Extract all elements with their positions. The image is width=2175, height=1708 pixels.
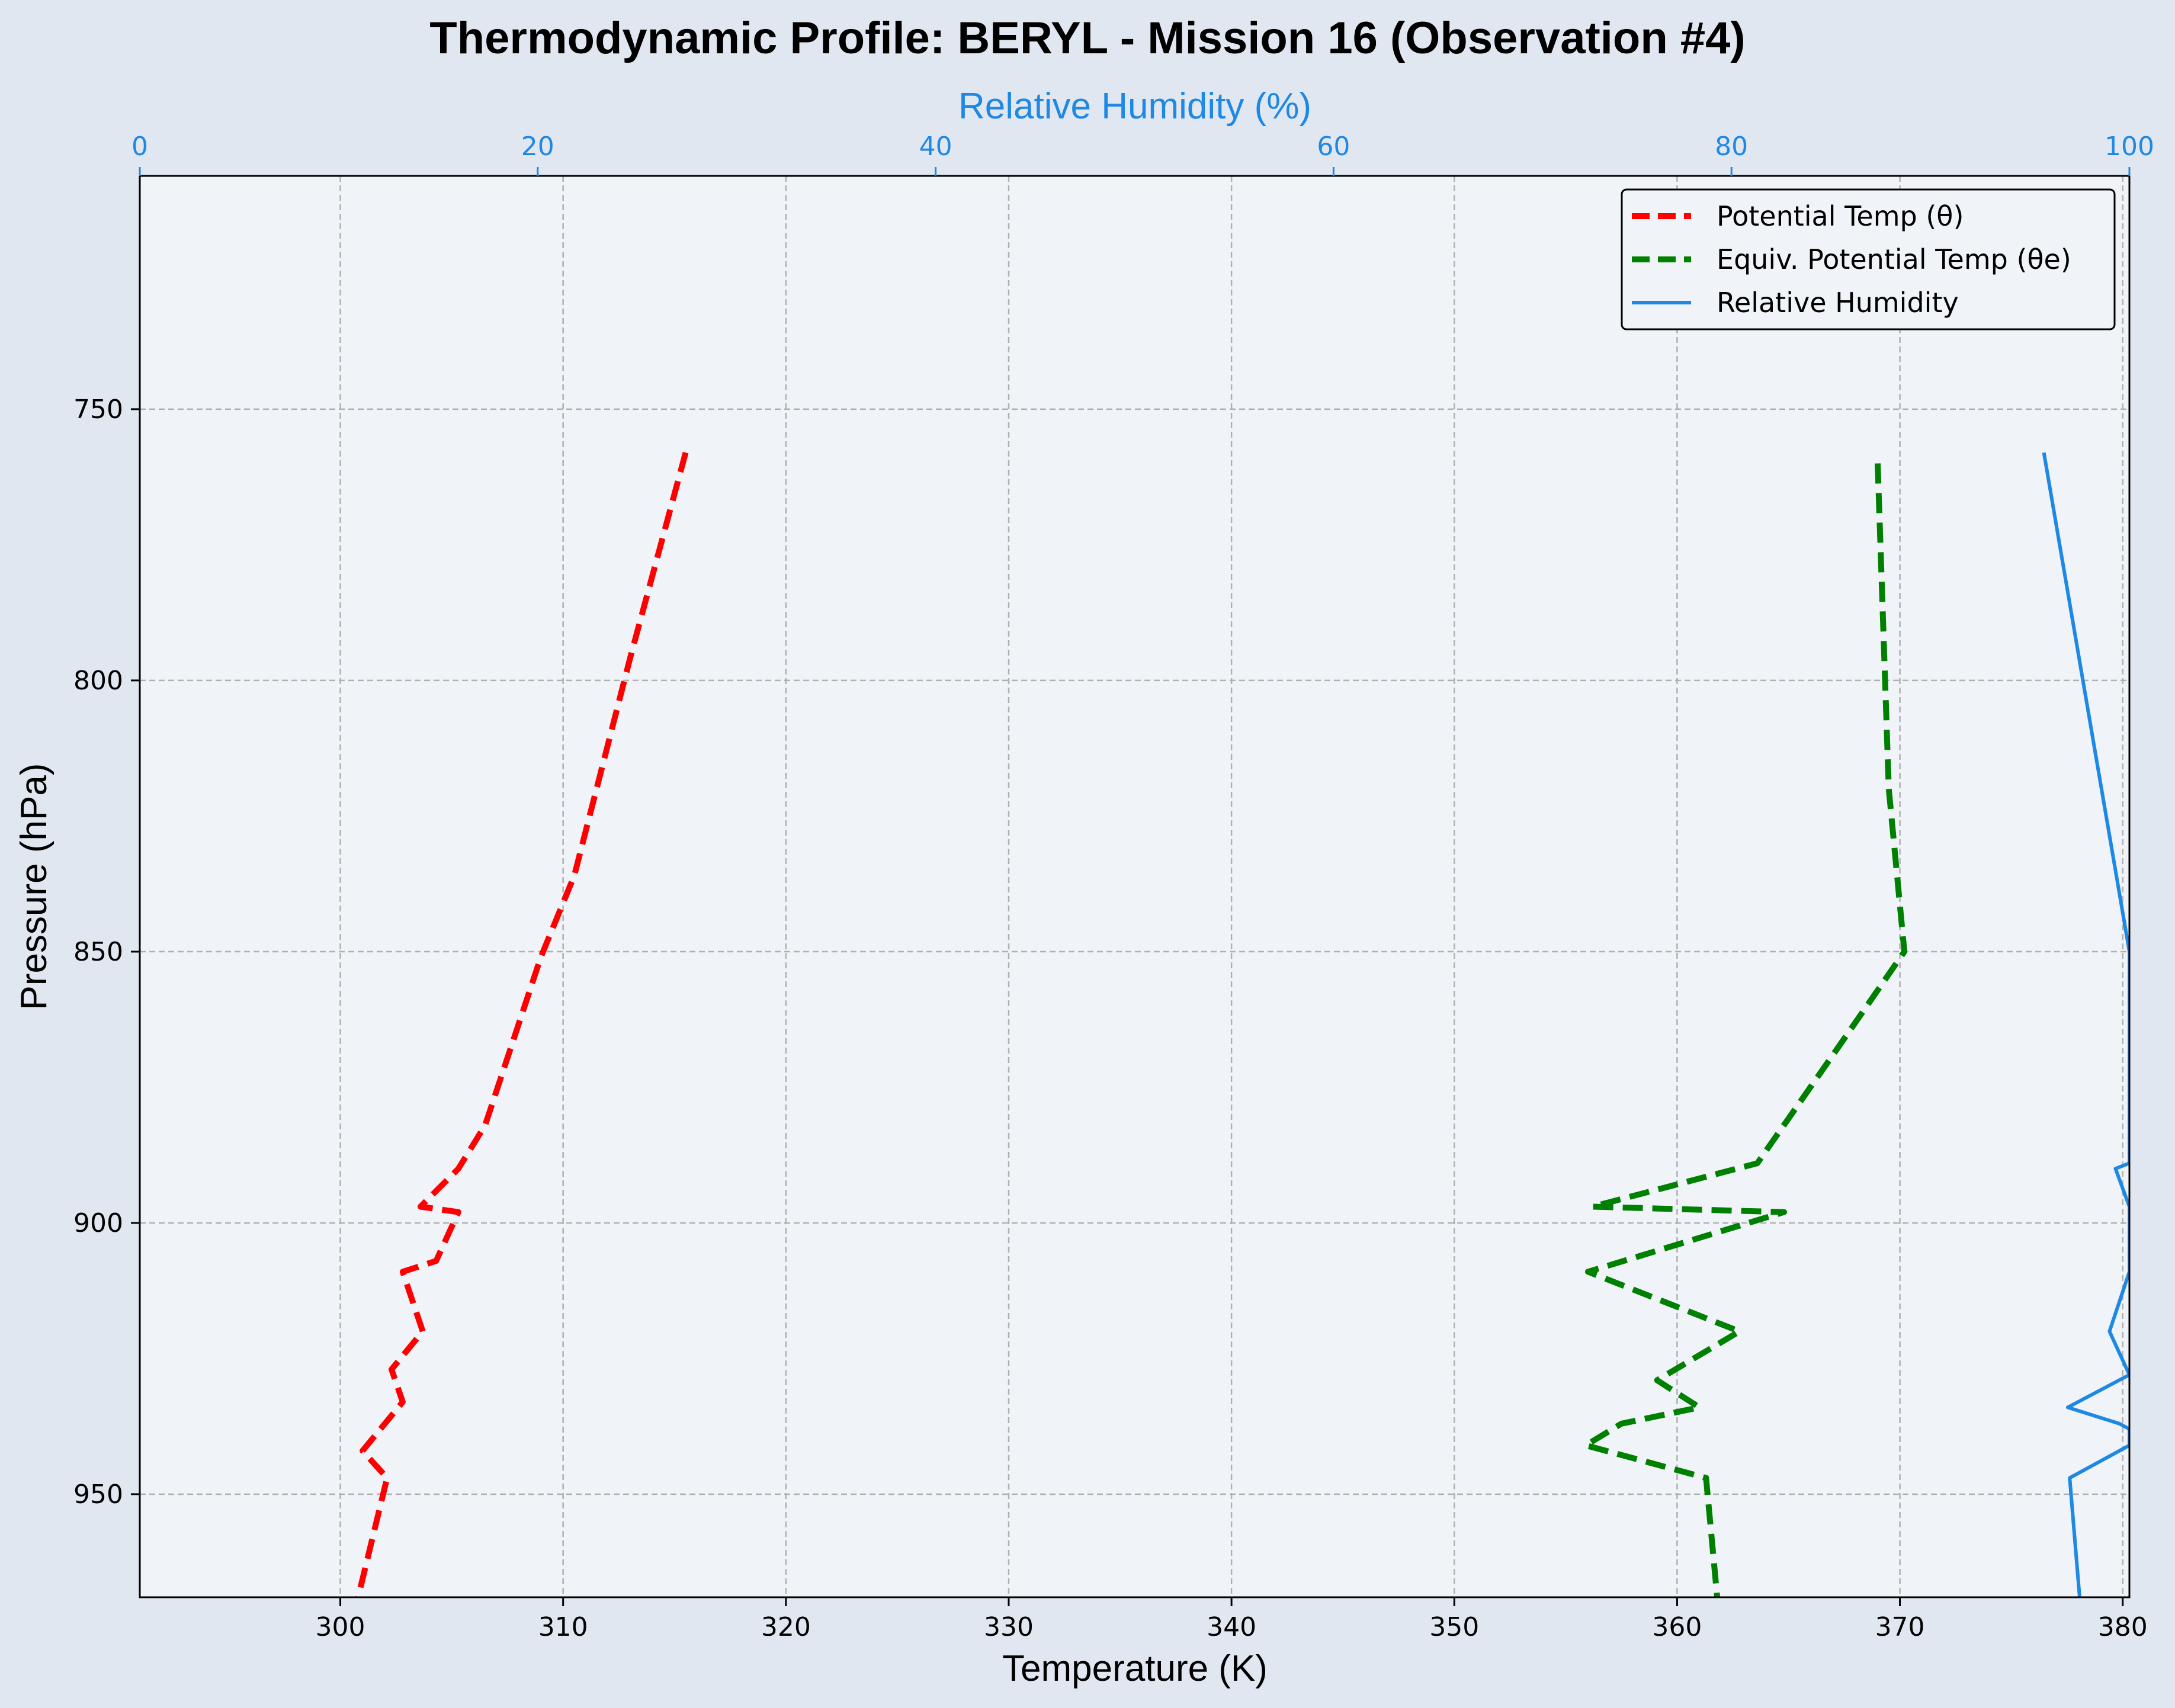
y-tick-label: 900 xyxy=(73,1208,123,1238)
x-tick-label: 350 xyxy=(1429,1612,1479,1642)
x-tick-label: 330 xyxy=(984,1612,1034,1642)
pressure-ticks: 750 800 850 900 950 xyxy=(73,394,140,1510)
relative-humidity-line xyxy=(2042,452,2129,1597)
grid xyxy=(140,176,2129,1597)
series-group xyxy=(355,451,2129,1597)
chart-title: Thermodynamic Profile: BERYL - Mission 1… xyxy=(429,13,1745,63)
x2-tick-label: 80 xyxy=(1715,131,1748,162)
theta-line xyxy=(355,451,689,1597)
x-tick-label: 300 xyxy=(316,1612,365,1642)
x-axis-title: Temperature (K) xyxy=(1002,1648,1268,1689)
x-tick-label: 310 xyxy=(538,1612,588,1642)
plot-frame xyxy=(139,175,2131,1598)
x-tick-label: 340 xyxy=(1207,1612,1256,1642)
y-tick-label: 750 xyxy=(73,394,123,425)
legend-label: Relative Humidity xyxy=(1717,287,1959,319)
legend-label: Equiv. Potential Temp (θe) xyxy=(1717,243,2071,275)
y-tick-label: 950 xyxy=(73,1479,123,1510)
x-tick-label: 370 xyxy=(1875,1612,1925,1642)
humidity-ticks: 0 20 40 60 80 100 xyxy=(131,131,2154,176)
x-tick-label: 360 xyxy=(1652,1612,1702,1642)
x2-tick-label: 40 xyxy=(919,131,952,162)
y-tick-label: 800 xyxy=(73,666,123,696)
theta-e-line xyxy=(1583,463,1908,1597)
legend-label: Potential Temp (θ) xyxy=(1717,200,1964,232)
x2-tick-label: 100 xyxy=(2105,131,2154,162)
temperature-ticks: 300 310 320 330 340 350 360 370 380 xyxy=(316,1597,2148,1642)
legend: Potential Temp (θ) Equiv. Potential Temp … xyxy=(1621,188,2116,330)
y-axis-title: Pressure (hPa) xyxy=(14,763,54,1010)
x2-tick-label: 0 xyxy=(131,131,148,162)
x2-tick-label: 60 xyxy=(1317,131,1350,162)
plot-area xyxy=(140,176,2129,1597)
x-tick-label: 320 xyxy=(761,1612,811,1642)
x2-axis-title: Relative Humidity (%) xyxy=(958,86,1311,127)
x-tick-label: 380 xyxy=(2098,1612,2148,1642)
x2-tick-label: 20 xyxy=(521,131,554,162)
legend-box xyxy=(1621,188,2116,330)
y-tick-label: 850 xyxy=(73,937,123,967)
